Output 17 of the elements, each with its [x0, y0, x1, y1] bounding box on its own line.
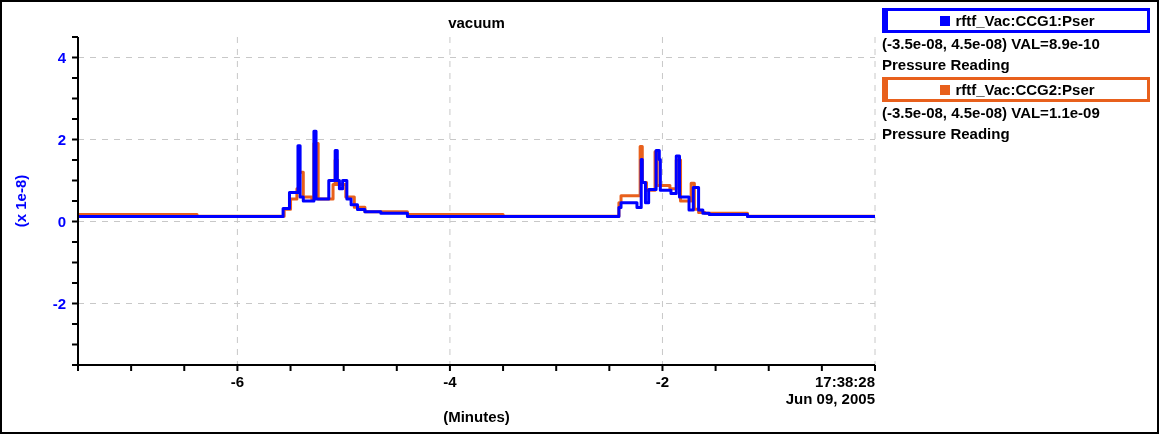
x-tick-label: 17:38:28 Jun 09, 2005 — [785, 373, 875, 407]
x-tick-label: -4 — [443, 373, 458, 390]
text: (-3.5e-08, 4.5e-08) VAL=8.9e-10 — [882, 34, 1101, 54]
x-axis-title: (Minutes) — [442, 408, 511, 425]
y-axis-title: (x 1e-8) — [11, 174, 29, 228]
x-tick-label: -2 — [655, 373, 670, 390]
x-tick-label: -6 — [230, 373, 245, 390]
y-tick-label: -2 — [52, 294, 66, 312]
chart-title: vacuum — [447, 14, 506, 31]
y-tick-label: 4 — [57, 48, 67, 66]
text: Pressure Reading — [882, 124, 1011, 144]
text: (-3.5e-08, 4.5e-08) VAL=1.1e-09 — [882, 103, 1101, 123]
y-tick-label: 0 — [57, 212, 66, 230]
legend-label: rftf_Vac:CCG1:Pser — [955, 12, 1095, 29]
text: Pressure Reading — [882, 55, 1011, 75]
y-tick-label: 2 — [57, 130, 66, 148]
legend-label: rftf_Vac:CCG2:Pser — [955, 81, 1095, 98]
